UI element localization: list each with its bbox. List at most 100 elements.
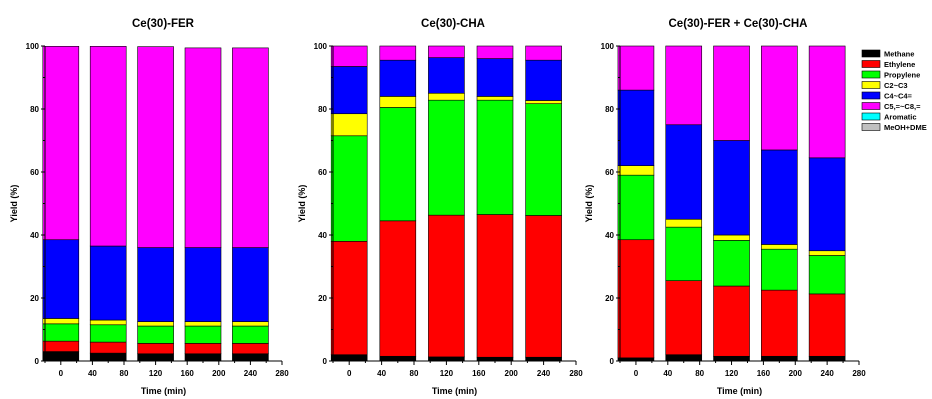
chart1-bar-Propylene-180 xyxy=(184,325,222,344)
chart1-bar-Propylene-0 xyxy=(42,323,80,342)
chart1-bar-C5C8-180 xyxy=(184,47,222,248)
chart2-bar-C4C4-120 xyxy=(428,57,465,94)
chart1-y-tick-label-40: 40 xyxy=(30,231,39,240)
chart3-bar-C4C4-0 xyxy=(617,89,655,166)
chart2-y-tick-label-80: 80 xyxy=(318,105,327,114)
chart1-bar-Ethylene-0 xyxy=(42,340,80,352)
chart3-bar-Ethylene-240 xyxy=(808,293,846,357)
chart2-bar-C5C8-120 xyxy=(428,45,465,58)
chart2-bar-Methane-60 xyxy=(379,355,417,362)
chart2-bar-Ethylene-240 xyxy=(525,215,562,358)
chart1-bar-C5C8-240 xyxy=(232,47,269,248)
chart1-bar-Ethylene-60 xyxy=(89,341,127,354)
chart3-bar-Methane-180 xyxy=(761,355,798,362)
chart2-bar-Methane-240 xyxy=(525,356,562,362)
legend-label-Methane: Methane xyxy=(884,50,914,59)
chart1-bar-C4C4-0 xyxy=(42,239,80,319)
legend-label-Ethylene: Ethylene xyxy=(884,60,915,69)
chart2-bar-Methane-0 xyxy=(330,354,368,362)
chart2-bar-C2C3-60 xyxy=(379,96,417,108)
legend-label-C4C4: C4~C4= xyxy=(884,92,913,101)
chart3-bar-Ethylene-0 xyxy=(617,239,655,359)
chart1-bar-C4C4-120 xyxy=(137,247,174,322)
chart3-bar-Propylene-0 xyxy=(617,174,655,241)
chart3-x-tick-label-160: 160 xyxy=(757,369,771,378)
chart3-title: Ce(30)-FER + Ce(30)-CHA xyxy=(669,18,808,30)
chart2-bar-Propylene-0 xyxy=(330,135,368,242)
chart2-x-tick-label-120: 120 xyxy=(440,369,454,378)
chart3-bar-C5C8-180 xyxy=(761,45,798,151)
chart2-bar-Propylene-240 xyxy=(525,103,562,216)
chart2-bar-Methane-120 xyxy=(428,356,465,362)
chart3-bar-C2C3-240 xyxy=(808,250,846,256)
chart1-bar-C4C4-60 xyxy=(89,245,127,321)
chart2-bar-Methane-180 xyxy=(476,356,514,362)
chart1-bar-Ethylene-240 xyxy=(232,343,269,355)
chart3-bar-C2C3-0 xyxy=(617,165,655,176)
chart3-bar-C2C3-60 xyxy=(665,218,703,228)
chart3-bar-C4C4-60 xyxy=(665,124,703,220)
chart1-bar-C4C4-180 xyxy=(184,247,222,322)
legend-swatch-Propylene xyxy=(861,70,881,79)
chart3-x-tick-label-240: 240 xyxy=(820,369,834,378)
chart1-x-tick-label-160: 160 xyxy=(181,369,195,378)
chart1-x-tick-label-240: 240 xyxy=(244,369,258,378)
chart3-y-tick-label-40: 40 xyxy=(605,231,614,240)
chart2-y-axis-label: Yield (%) xyxy=(297,185,307,223)
chart2-bar-C2C3-120 xyxy=(428,92,465,101)
chart2-x-tick-label-160: 160 xyxy=(472,369,486,378)
chart3-bar-C4C4-120 xyxy=(713,140,750,236)
chart1-bar-C2C3-120 xyxy=(137,321,174,327)
chart2-bar-C2C3-180 xyxy=(476,96,514,101)
chart1-bar-C2C3-180 xyxy=(184,321,222,327)
chart3-x-tick-label-280: 280 xyxy=(852,369,866,378)
legend-label-C2C3: C2~C3 xyxy=(884,81,908,90)
chart1-y-tick-label-100: 100 xyxy=(26,42,40,51)
chart1-bar-C2C3-60 xyxy=(89,319,127,326)
chart3-bar-Methane-60 xyxy=(665,354,703,362)
chart2-bar-C5C8-180 xyxy=(476,45,514,59)
chart2-y-tick-label-40: 40 xyxy=(318,231,327,240)
chart3-y-tick-label-0: 0 xyxy=(610,357,615,366)
chart2-x-tick-label-240: 240 xyxy=(537,369,551,378)
chart1-y-axis-label: Yield (%) xyxy=(9,185,19,223)
chart3-bar-C5C8-240 xyxy=(808,45,846,159)
chart2-x-tick-label-80: 80 xyxy=(410,369,419,378)
chart2-bar-Propylene-180 xyxy=(476,99,514,215)
chart1-bar-Propylene-60 xyxy=(89,324,127,343)
chart3-x-tick-label-0: 0 xyxy=(634,369,639,378)
chart1-bar-C5C8-0 xyxy=(42,46,80,241)
chart2-bar-Propylene-60 xyxy=(379,107,417,222)
chart3-bar-Methane-120 xyxy=(713,355,750,362)
chart3-y-tick-label-60: 60 xyxy=(605,168,614,177)
chart1-bar-Methane-240 xyxy=(232,353,269,362)
chart3-y-tick-label-20: 20 xyxy=(605,294,614,303)
chart2-y-tick-label-100: 100 xyxy=(314,42,328,51)
legend-swatch-C2C3 xyxy=(861,81,881,89)
chart3-bar-Ethylene-180 xyxy=(761,289,798,357)
chart3-bar-Propylene-60 xyxy=(665,226,703,281)
legend-swatch-Ethylene xyxy=(861,60,881,68)
chart1-bar-C5C8-60 xyxy=(89,46,127,247)
chart3-bar-C2C3-120 xyxy=(713,234,750,241)
chart2-bar-Ethylene-60 xyxy=(379,220,417,357)
chart2-bar-C5C8-0 xyxy=(330,45,368,67)
chart2-title: Ce(30)-CHA xyxy=(421,18,485,30)
chart2-bar-C4C4-60 xyxy=(379,59,417,97)
chart2-y-tick-label-0: 0 xyxy=(323,357,328,366)
chart1-y-tick-label-20: 20 xyxy=(30,294,39,303)
chart2-x-tick-label-280: 280 xyxy=(569,369,583,378)
chart2-x-tick-label-40: 40 xyxy=(377,369,386,378)
chart1-x-tick-label-200: 200 xyxy=(212,369,226,378)
legend-swatch-Aromatic xyxy=(861,112,881,121)
chart2-bar-C4C4-0 xyxy=(330,66,368,115)
chart3-y-axis-label: Yield (%) xyxy=(584,185,594,223)
chart2-x-axis-label: Time (min) xyxy=(432,386,477,396)
chart3-x-tick-label-40: 40 xyxy=(663,369,672,378)
chart1-bar-Methane-60 xyxy=(89,352,127,362)
legend-swatch-C5C8 xyxy=(861,102,881,110)
chart3-bar-Propylene-240 xyxy=(808,255,846,295)
chart3-bar-Propylene-180 xyxy=(761,248,798,291)
legend-label-MeOHDME: MeOH+DME xyxy=(884,123,927,132)
legend-label-Aromatic: Aromatic xyxy=(884,113,917,122)
